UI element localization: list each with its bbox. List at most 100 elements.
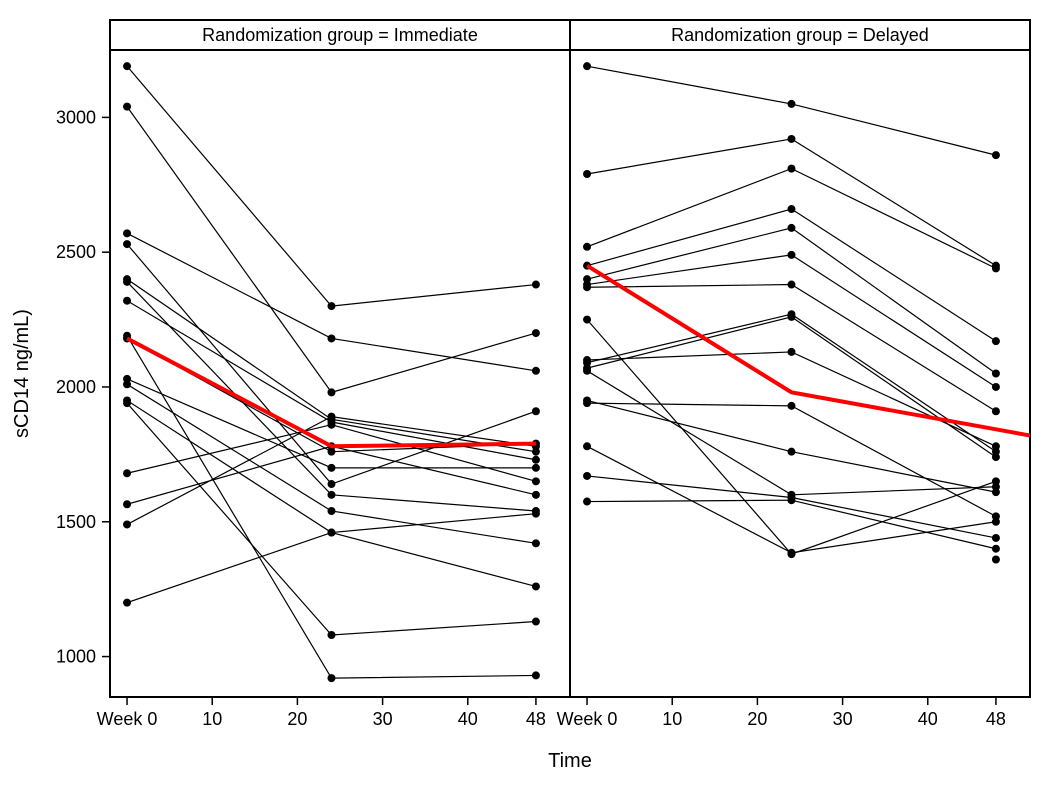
data-point	[787, 549, 795, 557]
y-tick-label: 3000	[56, 107, 96, 127]
x-tick-label: 10	[202, 709, 222, 729]
data-point	[123, 229, 131, 237]
x-tick-label: 10	[662, 709, 682, 729]
data-line	[587, 317, 996, 457]
data-point	[992, 407, 1000, 415]
data-line	[127, 66, 536, 306]
data-point	[327, 491, 335, 499]
panel-content	[123, 62, 540, 682]
x-tick-label: 40	[458, 709, 478, 729]
y-tick-label: 1000	[56, 647, 96, 667]
data-point	[992, 556, 1000, 564]
data-line	[587, 500, 996, 549]
data-point	[583, 472, 591, 480]
data-line	[587, 314, 996, 451]
data-point	[532, 407, 540, 415]
data-point	[583, 243, 591, 251]
data-point	[787, 224, 795, 232]
panel-border	[570, 50, 1030, 697]
data-line	[587, 476, 996, 538]
data-point	[123, 240, 131, 248]
data-line	[127, 336, 536, 678]
data-point	[532, 582, 540, 590]
data-point	[532, 491, 540, 499]
data-point	[532, 477, 540, 485]
y-tick-label: 2000	[56, 377, 96, 397]
data-point	[992, 453, 1000, 461]
data-point	[992, 264, 1000, 272]
data-point	[327, 464, 335, 472]
x-tick-label: 20	[287, 709, 307, 729]
panel-strip-label: Randomization group = Delayed	[671, 25, 929, 45]
panel-border	[110, 50, 570, 697]
panel-content	[583, 62, 1030, 563]
data-line	[587, 139, 996, 266]
data-point	[787, 402, 795, 410]
data-point	[787, 135, 795, 143]
data-point	[583, 442, 591, 450]
data-point	[532, 456, 540, 464]
x-tick-label: 20	[747, 709, 767, 729]
data-point	[787, 281, 795, 289]
data-point	[327, 674, 335, 682]
y-axis-label: sCD14 ng/mL)	[11, 309, 33, 438]
panel-strip-label: Randomization group = Immediate	[202, 25, 478, 45]
data-point	[123, 297, 131, 305]
data-point	[992, 545, 1000, 553]
x-tick-label: 30	[833, 709, 853, 729]
data-point	[327, 421, 335, 429]
data-point	[532, 510, 540, 518]
x-tick-label: 48	[526, 709, 546, 729]
data-point	[123, 62, 131, 70]
data-line	[127, 233, 536, 370]
data-point	[583, 62, 591, 70]
data-point	[327, 334, 335, 342]
data-line	[587, 255, 996, 387]
data-point	[787, 496, 795, 504]
data-point	[327, 388, 335, 396]
data-point	[583, 170, 591, 178]
data-point	[992, 337, 1000, 345]
data-line	[127, 301, 536, 460]
data-point	[787, 448, 795, 456]
data-point	[327, 413, 335, 421]
data-point	[123, 469, 131, 477]
data-point	[992, 151, 1000, 159]
data-point	[583, 283, 591, 291]
x-tick-label: Week 0	[557, 709, 618, 729]
data-point	[327, 631, 335, 639]
data-line	[587, 352, 996, 446]
data-point	[123, 380, 131, 388]
data-point	[787, 100, 795, 108]
x-tick-label: 48	[986, 709, 1006, 729]
data-point	[532, 671, 540, 679]
data-point	[532, 618, 540, 626]
data-point	[327, 529, 335, 537]
x-tick-label: 30	[373, 709, 393, 729]
data-point	[123, 278, 131, 286]
data-point	[327, 507, 335, 515]
data-point	[787, 251, 795, 259]
data-point	[123, 103, 131, 111]
data-point	[787, 165, 795, 173]
data-point	[583, 399, 591, 407]
data-point	[532, 464, 540, 472]
data-point	[787, 348, 795, 356]
data-point	[327, 480, 335, 488]
data-point	[583, 316, 591, 324]
data-line	[127, 514, 536, 603]
data-point	[992, 518, 1000, 526]
data-point	[532, 367, 540, 375]
y-tick-label: 1500	[56, 512, 96, 532]
data-point	[787, 313, 795, 321]
x-tick-label: 40	[918, 709, 938, 729]
data-point	[123, 599, 131, 607]
data-point	[583, 498, 591, 506]
data-point	[992, 370, 1000, 378]
data-point	[992, 534, 1000, 542]
chart-container: 10001500200025003000sCD14 ng/mL)TimeRand…	[0, 0, 1050, 787]
data-point	[992, 383, 1000, 391]
data-point	[992, 488, 1000, 496]
y-tick-label: 2500	[56, 242, 96, 262]
data-point	[123, 520, 131, 528]
